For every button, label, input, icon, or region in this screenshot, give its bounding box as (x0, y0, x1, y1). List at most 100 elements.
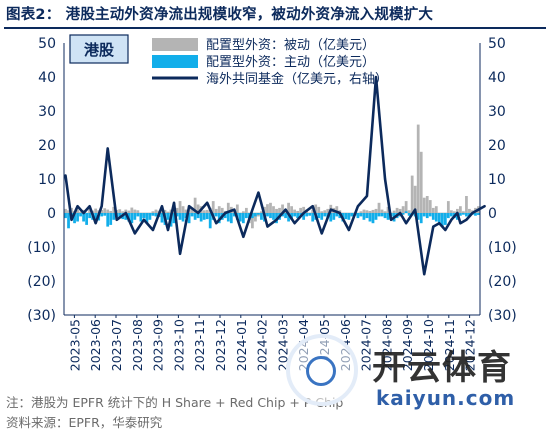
active-bar (332, 213, 336, 220)
mutual-fund-line-series (64, 75, 486, 276)
active-bar (359, 213, 363, 217)
active-bar (449, 213, 453, 217)
active-bar (302, 213, 306, 220)
passive-bar (452, 211, 456, 213)
active-bar (350, 213, 354, 217)
passive-bar (302, 206, 306, 213)
active-bar (73, 213, 76, 224)
active-bar (296, 213, 300, 219)
watermark-url: kaiyun.com (376, 386, 516, 410)
active-bar (293, 213, 296, 217)
active-bar (368, 213, 372, 222)
active-bar (434, 213, 438, 222)
x-tick-label: 2024-08 (379, 319, 394, 371)
watermark-brand: 开云体育 (372, 348, 512, 388)
legend-label: 配置型外资：主动（亿美元） (206, 55, 375, 70)
x-tick-label: 2023-05 (67, 319, 82, 371)
passive-bar (401, 206, 405, 213)
panel-label: 港股 (84, 41, 115, 59)
active-bar (112, 213, 116, 220)
passive-bar (395, 207, 399, 213)
active-bar (347, 213, 351, 220)
y-tick-label-right: 0 (488, 206, 497, 222)
passive-bar (422, 197, 426, 213)
passive-bar (456, 208, 459, 213)
active-bar (425, 213, 429, 219)
active-bar (362, 213, 366, 220)
active-bar (106, 213, 110, 227)
y-tick-label-left: 30 (38, 104, 56, 120)
active-bar (254, 213, 257, 217)
active-bar (422, 213, 426, 217)
passive-bar (130, 207, 134, 213)
active-bar (181, 213, 185, 222)
active-bar (305, 213, 309, 217)
passive-bar (323, 210, 327, 213)
title-rule (4, 27, 546, 29)
active-bar (257, 213, 260, 215)
passive-bar (205, 209, 209, 213)
passive-bar (220, 207, 224, 213)
passive-bar (410, 175, 414, 213)
passive-bar (287, 202, 290, 213)
y-tick-label-right: 40 (488, 70, 506, 86)
active-bar (142, 213, 146, 219)
passive-bar (76, 209, 79, 213)
active-bar (76, 213, 79, 222)
passive-bar (311, 209, 315, 213)
active-bar (416, 213, 420, 220)
active-bar (374, 213, 378, 220)
figure-title: 图表2： 港股主动外资净流出规模收窄，被动外资净流入规模扩大 (6, 7, 434, 23)
y-tick-label-right: (20) (488, 274, 517, 290)
passive-bar (79, 211, 82, 213)
x-tick-label: 2023-10 (171, 319, 186, 371)
active-bar (214, 213, 218, 217)
active-bar (443, 213, 447, 225)
fund-flow-chart: 50 40 30 20 10 0 (10) (20) (30) 50 40 30 20 10 0 (10) (2… (27, 34, 517, 371)
active-bar (100, 213, 104, 217)
passive-bar (124, 209, 128, 213)
active-bar (371, 213, 375, 224)
passive-bar (425, 196, 429, 213)
active-bar (175, 213, 179, 217)
football-icon (306, 356, 336, 386)
passive-bar (178, 201, 182, 213)
active-bar (223, 213, 227, 219)
x-tick-label: 2024-07 (359, 319, 374, 371)
passive-bar (290, 206, 293, 213)
legend-label: 配置型外资：被动（亿美元） (206, 38, 375, 53)
passive-bar (103, 208, 107, 213)
active-bar (365, 213, 369, 219)
passive-bar (449, 210, 453, 213)
passive-bar (404, 201, 408, 213)
passive-bar (109, 210, 113, 213)
legend-swatch (152, 38, 198, 51)
active-bar (160, 213, 164, 223)
passive-bar (269, 202, 272, 213)
x-tick-label: 2023-12 (213, 319, 228, 371)
passive-bar (398, 208, 402, 213)
y-tick-label-right: 20 (488, 138, 506, 154)
active-bar (419, 213, 423, 224)
active-bar (428, 213, 432, 217)
passive-bar (314, 204, 318, 213)
active-bar (407, 213, 411, 216)
active-bar (178, 213, 182, 220)
active-bar (308, 213, 312, 216)
y-tick-label-right: 10 (488, 172, 506, 188)
passive-bar (133, 209, 137, 213)
active-bar (196, 213, 200, 219)
active-bar (251, 213, 254, 219)
active-bar (202, 213, 206, 220)
panel-label-box (69, 34, 129, 64)
active-bar (208, 213, 212, 229)
passive-bar (244, 207, 248, 213)
active-bar (437, 213, 441, 224)
active-bar (199, 213, 203, 222)
active-bar (401, 213, 405, 215)
active-bar (136, 213, 140, 217)
active-bar (193, 213, 197, 220)
active-bar (139, 213, 143, 222)
passive-bar (281, 204, 284, 213)
passive-bar (434, 206, 438, 213)
